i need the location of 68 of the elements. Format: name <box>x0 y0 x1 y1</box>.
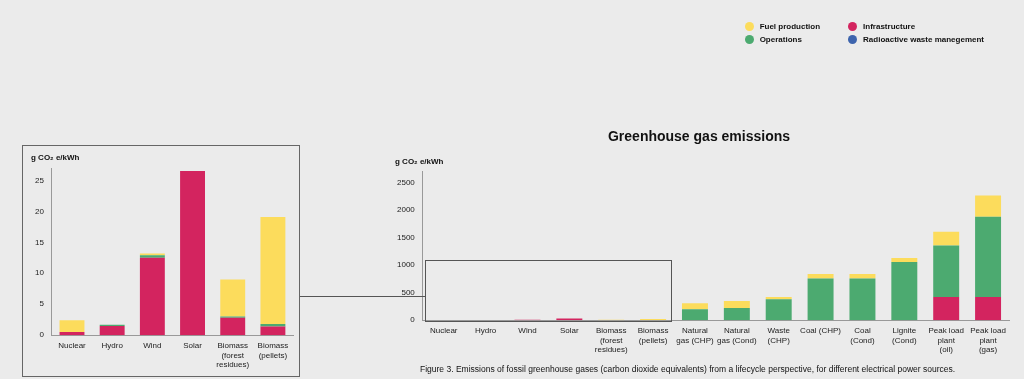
y-tick-label: 500 <box>401 287 416 297</box>
bar <box>59 320 85 333</box>
legend-label: Infrastructure <box>863 22 916 31</box>
y-tick-label: 0 <box>410 315 416 325</box>
bar <box>139 257 165 336</box>
bar <box>723 300 750 309</box>
bar <box>220 317 246 336</box>
x-tick-label: Biomass (forest residues) <box>594 326 628 355</box>
x-tick-label: Peak load plant (gas) <box>970 326 1006 355</box>
x-tick-label: Natural gas (Cond) <box>717 326 757 345</box>
bar <box>260 216 286 325</box>
bar <box>891 258 918 262</box>
y-tick-label: 0 <box>39 330 45 340</box>
x-tick-label: Natural gas (CHP) <box>676 326 714 345</box>
y-tick-label: 25 <box>34 175 45 185</box>
y-axis-title: g CO₂ e/kWh <box>395 157 444 166</box>
y-tick-label: 1500 <box>397 232 416 242</box>
y-tick-label: 10 <box>34 268 45 278</box>
x-tick-label: Biomass (pellets) <box>637 326 669 345</box>
bar <box>975 195 1002 217</box>
bar <box>99 325 125 336</box>
x-tick-label: Hydro <box>101 341 124 351</box>
x-tick-label: Coal (Cond) <box>850 326 876 345</box>
y-tick-label: 1000 <box>397 260 416 270</box>
bar <box>849 278 876 321</box>
bar <box>723 308 750 321</box>
x-tick-label: Wind <box>518 326 537 336</box>
legend-label: Fuel production <box>759 22 821 31</box>
bar <box>220 279 246 317</box>
bar <box>180 171 205 336</box>
x-tick-label: Waste (CHP) <box>767 326 791 345</box>
bar <box>891 261 918 321</box>
bar <box>59 332 85 336</box>
bar <box>849 274 876 279</box>
x-tick-label: Hydro <box>474 326 497 336</box>
x-tick-label: Nuclear <box>58 341 87 351</box>
x-tick-label: Peak load plant (oil) <box>928 326 964 355</box>
x-tick-label: Nuclear <box>429 326 458 336</box>
x-tick-label: Wind <box>143 341 162 351</box>
caption: Figure 3. Emissions of fossil greenhouse gases (carbon dioxide equivalents) from a lifecycle perspective, for different electrical power sources. <box>420 364 956 374</box>
y-tick-label: 2000 <box>397 205 416 215</box>
x-tick-label: Coal (CHP) <box>800 326 842 336</box>
y-tick-label: 2500 <box>397 178 416 187</box>
legend-label: Radioactive waste manegement <box>863 35 984 44</box>
bar <box>933 297 960 321</box>
bar <box>260 324 286 327</box>
y-axis-title: g CO₂ e/kWh <box>31 153 80 163</box>
x-tick-label: Biomass (forest residues) <box>216 341 250 370</box>
y-tick-label: 15 <box>34 237 45 247</box>
bar <box>681 303 708 310</box>
y-tick-label: 5 <box>39 299 45 309</box>
bar <box>681 309 708 321</box>
x-tick-label: Solar <box>560 326 580 336</box>
bar <box>933 231 960 246</box>
x-tick-label: Solar <box>183 341 203 351</box>
bar <box>807 278 834 321</box>
bar <box>933 245 960 298</box>
bar <box>765 297 792 300</box>
chart-title: Greenhouse gas emissions <box>607 128 791 145</box>
legend-label: Operations <box>759 35 802 44</box>
bar <box>975 297 1002 321</box>
x-tick-label: Lignite (Cond) <box>892 326 917 345</box>
y-tick-label: 20 <box>34 206 45 216</box>
bar <box>975 216 1002 298</box>
bar <box>260 326 286 336</box>
x-tick-label: Biomass (pellets) <box>257 341 289 360</box>
bar <box>765 299 792 321</box>
bar <box>807 274 834 279</box>
